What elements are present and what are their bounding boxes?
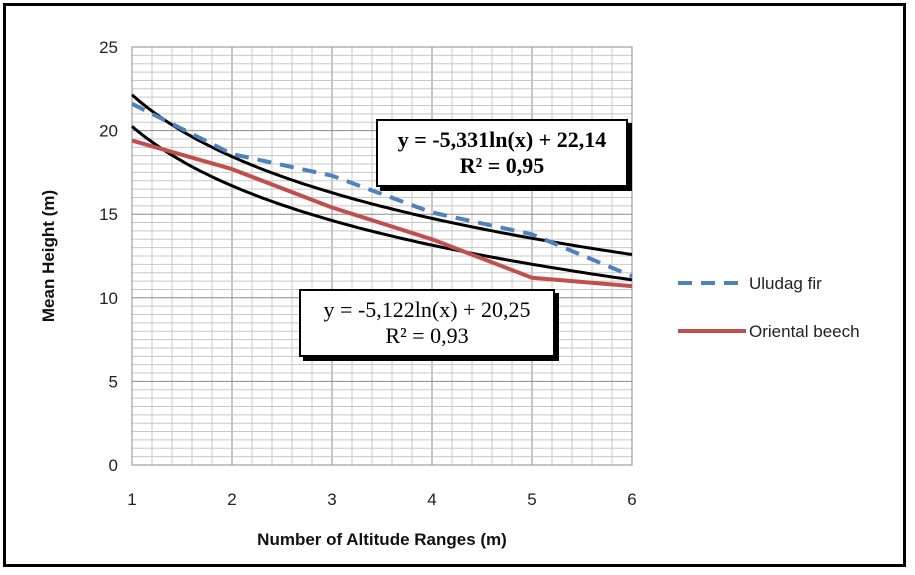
data-series bbox=[131, 102, 633, 289]
legend: Uludag fir Oriental beech bbox=[678, 274, 860, 341]
x-axis-title: Number of Altitude Ranges (m) bbox=[257, 530, 507, 549]
legend-label: Oriental beech bbox=[749, 322, 860, 341]
x-tick-label: 1 bbox=[127, 490, 136, 509]
y-tick-label: 20 bbox=[99, 122, 118, 141]
beech-equation-box: y = -5,122ln(x) + 20,25 R² = 0,93 bbox=[299, 289, 555, 357]
x-tick-label: 2 bbox=[227, 490, 236, 509]
series-line-uludag-fir bbox=[131, 102, 633, 278]
plot-border bbox=[131, 46, 633, 466]
y-tick-label: 10 bbox=[99, 289, 118, 308]
grid bbox=[131, 46, 633, 466]
series-line-oriental-beech bbox=[131, 138, 633, 289]
beech-r2: R² = 0,93 bbox=[385, 323, 469, 348]
y-tick-label: 25 bbox=[99, 38, 118, 57]
tick-labels: 1 2 3 4 5 6 0 5 10 15 20 25 bbox=[99, 38, 637, 509]
trendline-2 bbox=[131, 125, 633, 282]
x-tick-label: 6 bbox=[627, 490, 636, 509]
y-tick-label: 0 bbox=[109, 456, 118, 475]
x-tick-label: 3 bbox=[327, 490, 336, 509]
legend-label: Uludag fir bbox=[749, 274, 822, 293]
fir-equation-box: y = -5,331ln(x) + 22,14 R² = 0,95 bbox=[376, 119, 628, 187]
fir-equation: y = -5,331ln(x) + 22,14 bbox=[397, 127, 607, 152]
chart-frame: 1 2 3 4 5 6 0 5 10 15 20 25 Uludag fir Oriental beec… bbox=[3, 3, 906, 567]
y-tick-label: 15 bbox=[99, 205, 118, 224]
y-axis-title: Mean Height (m) bbox=[39, 190, 58, 322]
x-tick-label: 4 bbox=[427, 490, 436, 509]
fir-r2: R² = 0,95 bbox=[459, 153, 545, 178]
chart-svg: 1 2 3 4 5 6 0 5 10 15 20 25 Uludag fir Oriental beec… bbox=[39, 38, 860, 549]
beech-equation: y = -5,122ln(x) + 20,25 bbox=[323, 297, 531, 322]
y-tick-label: 5 bbox=[109, 372, 118, 391]
x-tick-label: 5 bbox=[527, 490, 536, 509]
